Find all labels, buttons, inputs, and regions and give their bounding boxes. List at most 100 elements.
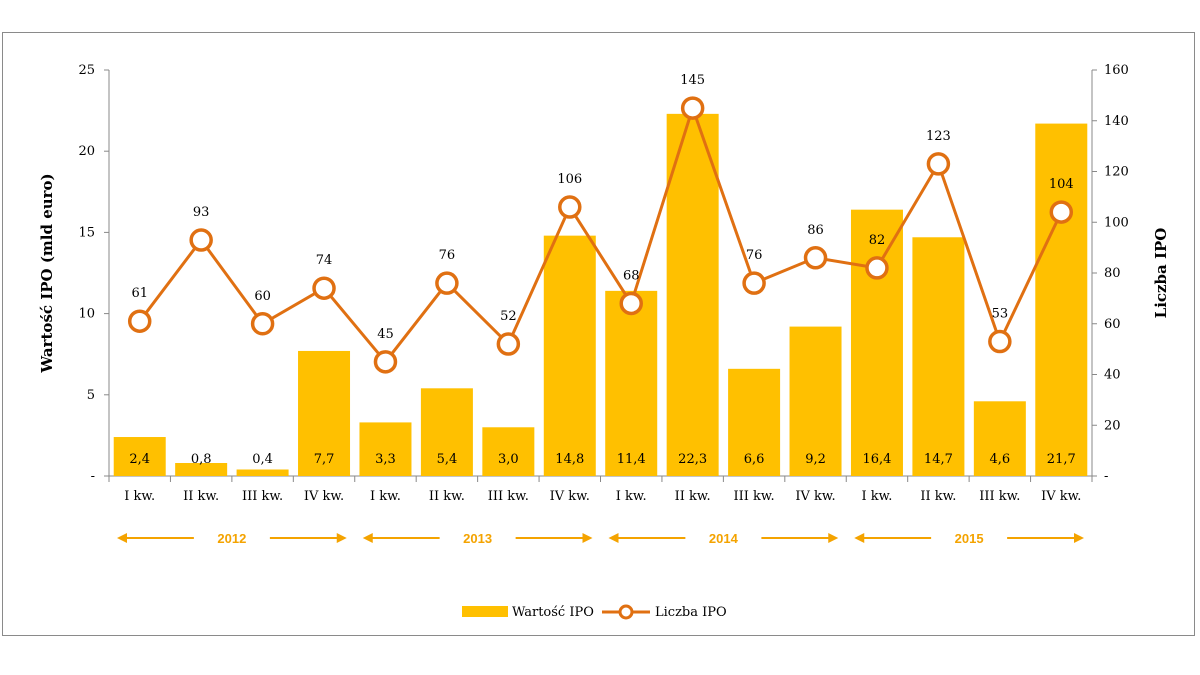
bar-value-label: 7,7	[314, 452, 335, 467]
y-left-tick-label: -	[91, 469, 95, 484]
bar	[1035, 123, 1088, 476]
y-right-tick-label: 140	[1104, 114, 1129, 129]
bar-value-label: 4,6	[990, 452, 1011, 467]
line-value-label: 61	[131, 286, 148, 301]
bar	[175, 463, 228, 476]
line-value-label: 86	[807, 223, 824, 238]
y-left-tick-label: 25	[78, 63, 95, 78]
x-category-label: I kw.	[862, 489, 893, 504]
year-arrow-head-right	[828, 533, 839, 543]
line-point	[988, 329, 1012, 354]
line-point	[865, 256, 889, 280]
bar-value-label: 21,7	[1047, 452, 1076, 467]
year-arrow-head-left	[854, 533, 865, 543]
y-right-tick-label: 120	[1104, 165, 1129, 180]
bar-value-label: 9,2	[805, 452, 826, 467]
y-right-tick-label: 60	[1104, 317, 1121, 332]
legend-bar-swatch	[462, 606, 508, 617]
line-value-label: 93	[193, 205, 210, 220]
y-right-tick-label: 80	[1104, 266, 1121, 281]
x-category-label: IV kw.	[550, 489, 590, 504]
line-series	[138, 103, 1063, 365]
year-arrow-head-right	[1074, 533, 1084, 543]
line-value-label: 145	[680, 73, 705, 88]
line-value-label: 82	[869, 233, 886, 248]
line-point	[558, 195, 582, 219]
y-left-tick-label: 20	[78, 144, 95, 159]
line-point	[680, 96, 705, 120]
line-point	[926, 152, 951, 176]
x-category-label: III kw.	[979, 489, 1020, 504]
line-value-label: 104	[1049, 177, 1074, 192]
bar	[728, 368, 781, 476]
y-right-tick-label: -	[1104, 469, 1108, 484]
y-left-tick-label: 5	[87, 388, 95, 403]
line-point	[496, 332, 521, 356]
x-category-label: III kw.	[734, 489, 775, 504]
bar	[543, 235, 596, 476]
line-point	[250, 312, 275, 336]
line-point	[435, 271, 459, 295]
x-category-label: I kw.	[616, 489, 647, 504]
bar-value-label: 14,7	[924, 452, 953, 467]
bar	[359, 422, 412, 476]
bar	[912, 237, 965, 476]
year-arrow-head-right	[582, 533, 593, 543]
y-right-axis-title: Liczba IPO	[1152, 228, 1170, 319]
bar-value-label: 5,4	[437, 452, 458, 467]
year-label: 2014	[709, 531, 739, 546]
x-category-label: II kw.	[429, 489, 465, 504]
bar	[666, 113, 719, 477]
line-value-label: 68	[623, 268, 640, 283]
line-value-label: 123	[926, 129, 951, 144]
line-point	[803, 246, 828, 270]
bar	[420, 388, 473, 476]
x-category-label: I kw.	[370, 489, 401, 504]
x-category-label: IV kw.	[304, 489, 344, 504]
line-point	[742, 271, 766, 295]
x-category-label: IV kw.	[1041, 489, 1081, 504]
year-label: 2013	[463, 531, 492, 546]
bar	[298, 350, 351, 476]
year-arrow-head-left	[117, 533, 127, 543]
line-value-label: 74	[316, 253, 333, 268]
bar-value-label: 22,3	[678, 452, 707, 467]
x-category-label: I kw.	[124, 489, 155, 504]
bar-value-label: 0,8	[191, 452, 212, 467]
x-category-label: III kw.	[242, 489, 283, 504]
bar	[605, 290, 658, 476]
y-right-tick-label: 40	[1104, 368, 1121, 383]
bar-value-label: 2,4	[129, 452, 150, 467]
bar-value-label: 3,0	[498, 452, 519, 467]
line-point	[127, 309, 152, 333]
y-right-tick-label: 100	[1104, 215, 1129, 230]
x-category-label: III kw.	[488, 489, 529, 504]
y-left-tick-label: 15	[78, 225, 95, 240]
year-arrow-head-left	[362, 533, 373, 543]
y-left-tick-label: 10	[78, 307, 95, 322]
bar-value-label: 16,4	[862, 452, 891, 467]
line-value-label: 53	[992, 307, 1009, 322]
line-value-label: 76	[746, 248, 763, 263]
y-left-axis-title: Wartość IPO (mld euro)	[38, 173, 56, 373]
bar-value-label: 0,4	[252, 452, 273, 467]
x-category-label: IV kw.	[795, 489, 835, 504]
bar	[973, 401, 1026, 476]
y-right-tick-label: 20	[1104, 418, 1121, 433]
bar	[236, 469, 289, 476]
year-arrow-head-right	[336, 533, 347, 543]
line-value-label: 60	[254, 289, 271, 304]
bar	[113, 437, 166, 476]
line-value-label: 45	[377, 327, 394, 342]
year-arrow-head-left	[608, 533, 619, 543]
year-label: 2015	[955, 531, 984, 546]
bar-value-label: 14,8	[555, 452, 584, 467]
line-point	[373, 350, 398, 374]
line-point	[189, 228, 213, 252]
year-label: 2012	[217, 531, 246, 546]
bar-value-label: 6,6	[744, 452, 765, 467]
legend-line-label: Liczba IPO	[655, 605, 727, 620]
x-category-label: II kw.	[183, 489, 219, 504]
legend-line-marker	[618, 604, 634, 620]
